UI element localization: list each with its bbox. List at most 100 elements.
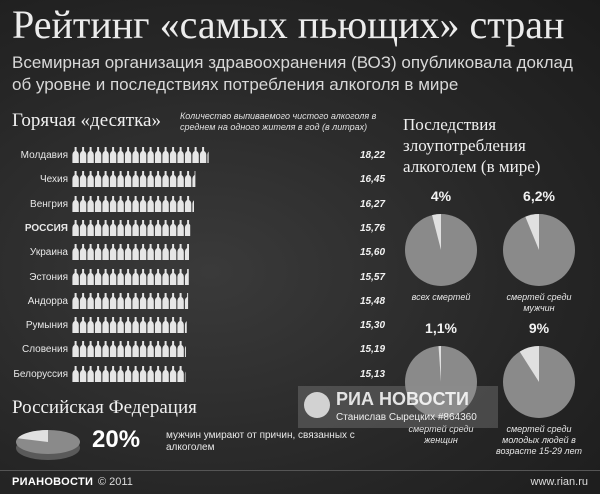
bottle-icon [169, 317, 177, 334]
bottle-icon [117, 147, 124, 163]
bottle-icon [87, 292, 94, 309]
bottle-icon [109, 365, 117, 382]
ranking-row: Словения 15,19 [0, 339, 390, 361]
pie-slice [438, 346, 441, 382]
bottle-bar [72, 341, 186, 358]
bottle-icon [102, 365, 109, 382]
bottle-icon [109, 268, 117, 285]
bottle-bar [72, 268, 189, 285]
pie-slice [432, 214, 441, 250]
bottle-icon [102, 268, 109, 285]
bottle-icon [177, 317, 184, 334]
bottle-icon [177, 292, 184, 309]
country-label: Словения [21, 344, 68, 356]
pie-caption: всех смертей [411, 292, 471, 302]
bottle-bar [72, 171, 196, 188]
bottle-icon [132, 268, 139, 285]
bottle-icon [139, 268, 147, 285]
footer-site-link[interactable]: www.rian.ru [530, 476, 588, 488]
pie-all-deaths: 4% всех смертей [396, 188, 486, 303]
bottle-icon [162, 219, 169, 236]
bottle-icon [87, 341, 94, 358]
bottle-icon [154, 292, 162, 309]
bottle-icon [177, 147, 184, 163]
bottle-icon [169, 365, 177, 382]
bottle-icon [79, 195, 87, 212]
value-label: 15,30 [360, 320, 386, 332]
bottle-icon [169, 244, 177, 261]
bottle-icon [102, 317, 109, 334]
bottle-icon [87, 219, 94, 236]
bottle-icon [154, 317, 162, 334]
bottle-icon [139, 292, 147, 309]
ranking-heading: Горячая «десятка» [12, 110, 161, 131]
bottle-icon [154, 244, 162, 261]
bottle-icon [147, 195, 154, 212]
bottle-icon [79, 317, 87, 334]
bottle-icon [102, 292, 109, 309]
country-label: Румыния [25, 320, 68, 332]
bottle-icon [132, 292, 139, 309]
bottle-icon [184, 346, 186, 358]
bottle-icon [154, 268, 162, 285]
bottle-icon [79, 147, 87, 163]
bottle-icon [102, 147, 109, 163]
bottle-icon [169, 195, 177, 212]
bottle-icon [87, 171, 94, 188]
bottle-icon [177, 195, 184, 212]
bottle-icon [72, 219, 79, 236]
bottle-icon [109, 341, 117, 358]
bottle-icon [132, 365, 139, 382]
bottle-icon [117, 244, 124, 261]
bottle-icon [87, 365, 94, 382]
bottle-icon [94, 171, 102, 188]
pie-slice [519, 346, 539, 382]
bottle-icon [72, 195, 79, 212]
bottle-icon [147, 171, 154, 188]
bottle-icon [132, 171, 139, 188]
pie-caption: смертей среди молодых людей в возрасте 1… [495, 424, 583, 456]
bottle-icon [162, 195, 169, 212]
bottle-icon [184, 195, 192, 212]
bottle-icon [147, 317, 154, 334]
ranking-row: Молдавия 18,22 [0, 145, 390, 167]
bottle-icon [147, 341, 154, 358]
ranking-row: Андорра 15,48 [0, 291, 390, 313]
bottle-icon [72, 292, 79, 309]
bottle-icon [169, 341, 177, 358]
bottle-icon [184, 371, 186, 382]
bottle-icon [124, 341, 132, 358]
bottle-icon [169, 268, 177, 285]
bottle-icon [139, 171, 147, 188]
watermark-brand: РИА НОВОСТИ [336, 389, 469, 409]
value-label: 16,45 [360, 174, 386, 186]
bottle-icon [162, 317, 169, 334]
bottle-icon [94, 147, 102, 163]
ranking-note: Количество выпиваемого чистого алкоголя … [180, 111, 377, 132]
ranking-row: РОССИЯ 15,76 [0, 218, 390, 240]
bottle-icon [87, 268, 94, 285]
bottle-icon [132, 244, 139, 261]
bottle-icon [124, 317, 132, 334]
bottle-icon [94, 292, 102, 309]
bottle-icon [177, 268, 184, 285]
bottle-icon [139, 244, 147, 261]
bottle-icon [207, 151, 209, 163]
bottle-icon [162, 292, 169, 309]
value-label: 15,19 [360, 344, 386, 356]
ranking-row: Румыния 15,30 [0, 315, 390, 337]
bottle-icon [117, 292, 124, 309]
bottle-bar [72, 147, 209, 163]
pie-caption: смертей среди мужчин [506, 292, 572, 313]
country-label: Чехия [39, 174, 68, 186]
pie-chart [405, 214, 477, 286]
bottle-icon [184, 171, 192, 188]
bottle-icon [72, 171, 79, 188]
bottle-icon [162, 341, 169, 358]
bottle-icon [109, 219, 117, 236]
bottle-icon [154, 341, 162, 358]
country-label: Молдавия [20, 150, 68, 161]
bottle-icon [124, 268, 132, 285]
pie-men-deaths: 6,2% смертей среди мужчин [494, 188, 584, 314]
pie-slice [525, 214, 539, 250]
